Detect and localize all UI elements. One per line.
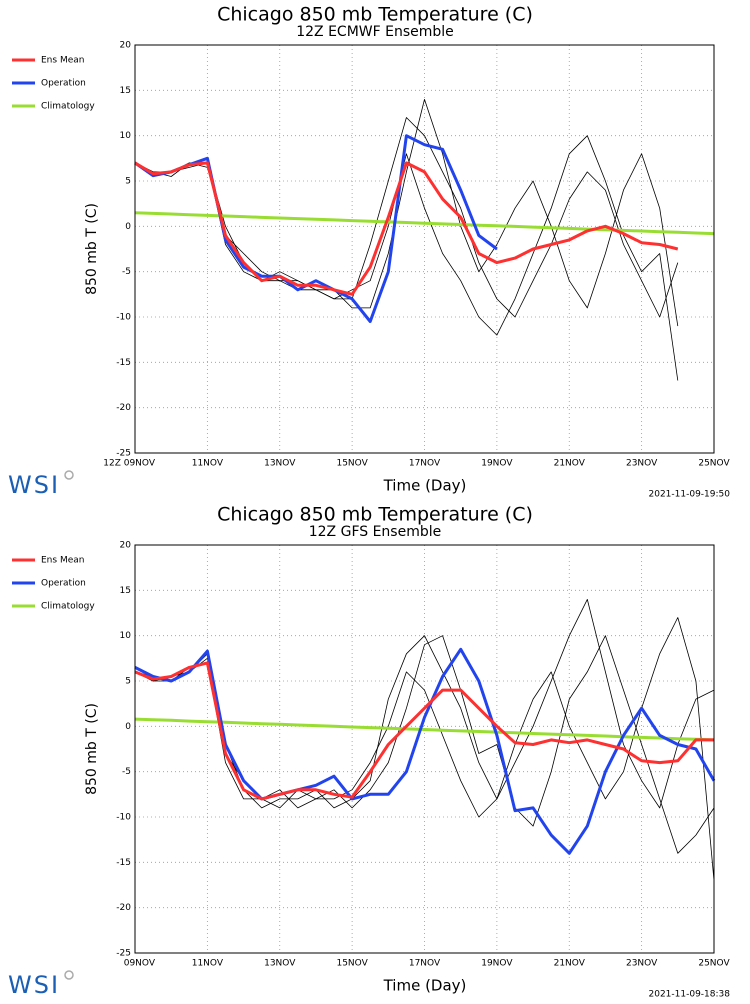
y-tick-label: 15 <box>120 586 131 596</box>
member-line <box>134 635 715 854</box>
y-tick-label: 0 <box>125 222 131 232</box>
series-line <box>134 661 714 801</box>
y-tick-label: -10 <box>116 313 131 323</box>
legend-label: Ens Mean <box>41 56 84 66</box>
y-axis-label: 850 mb T (C) <box>84 703 100 795</box>
x-tick-label: 15NOV <box>336 459 368 469</box>
legend-label: Climatology <box>41 102 95 112</box>
legend-label: Operation <box>41 79 86 89</box>
x-tick-label: 19NOV <box>481 459 513 469</box>
x-tick-label: 23NOV <box>626 959 658 969</box>
x-tick-label: 11NOV <box>192 959 224 969</box>
x-tick-label: 09NOV <box>124 959 156 969</box>
series-line <box>134 134 498 323</box>
x-tick-label: 13NOV <box>264 459 296 469</box>
x-tick-label: 12Z 09NOV <box>103 459 156 469</box>
timestamp: 2021-11-09-19:50 <box>649 490 731 500</box>
x-tick-label: 25NOV <box>698 959 730 969</box>
y-tick-label: 5 <box>125 677 131 687</box>
member-line <box>134 117 679 318</box>
x-tick-label: 19NOV <box>481 959 513 969</box>
x-tick-label: 25NOV <box>698 459 730 469</box>
x-tick-label: 13NOV <box>264 959 296 969</box>
member-line <box>134 599 715 809</box>
y-tick-label: -5 <box>122 267 131 277</box>
series-line <box>134 161 679 296</box>
x-tick-label: 17NOV <box>409 959 441 969</box>
y-tick-label: 15 <box>120 86 131 96</box>
y-tick-label: -15 <box>116 858 131 868</box>
logo-mark <box>64 470 74 480</box>
y-tick-label: 10 <box>120 131 132 141</box>
y-tick-label: -25 <box>116 449 131 459</box>
chart-title: Chicago 850 mb Temperature (C) <box>217 504 533 526</box>
y-tick-label: -10 <box>116 813 131 823</box>
y-tick-label: -20 <box>116 903 131 913</box>
y-axis-label: 850 mb T (C) <box>84 203 100 295</box>
y-tick-label: -5 <box>122 767 131 777</box>
y-tick-label: 10 <box>120 631 132 641</box>
y-tick-label: 20 <box>120 41 132 51</box>
chart-title: Chicago 850 mb Temperature (C) <box>217 4 533 26</box>
plot-frame <box>134 44 715 454</box>
y-tick-label: -25 <box>116 949 131 959</box>
x-tick-label: 17NOV <box>409 459 441 469</box>
y-tick-label: -20 <box>116 403 131 413</box>
legend-label: Ens Mean <box>41 556 84 566</box>
x-tick-label: 11NOV <box>192 459 224 469</box>
chart-subtitle: 12Z GFS Ensemble <box>309 524 442 540</box>
legend-label: Operation <box>41 579 86 589</box>
series-line <box>134 717 715 742</box>
timestamp: 2021-11-09-18:38 <box>649 990 731 1000</box>
legend-label: Climatology <box>41 602 95 612</box>
logo: WSI <box>8 971 60 999</box>
x-tick-label: 15NOV <box>336 959 368 969</box>
x-axis-label: Time (Day) <box>383 977 467 995</box>
logo: WSI <box>8 471 60 499</box>
x-tick-label: 21NOV <box>554 959 586 969</box>
member-line <box>134 99 679 327</box>
plot-frame <box>134 544 715 954</box>
y-tick-label: 0 <box>125 722 131 732</box>
x-tick-label: 23NOV <box>626 459 658 469</box>
logo-mark <box>64 970 74 980</box>
chart-subtitle: 12Z ECMWF Ensemble <box>296 24 454 40</box>
x-axis-label: Time (Day) <box>383 477 467 495</box>
x-tick-label: 21NOV <box>554 459 586 469</box>
y-tick-label: -15 <box>116 358 131 368</box>
y-tick-label: 20 <box>120 541 132 551</box>
y-tick-label: 5 <box>125 177 131 187</box>
